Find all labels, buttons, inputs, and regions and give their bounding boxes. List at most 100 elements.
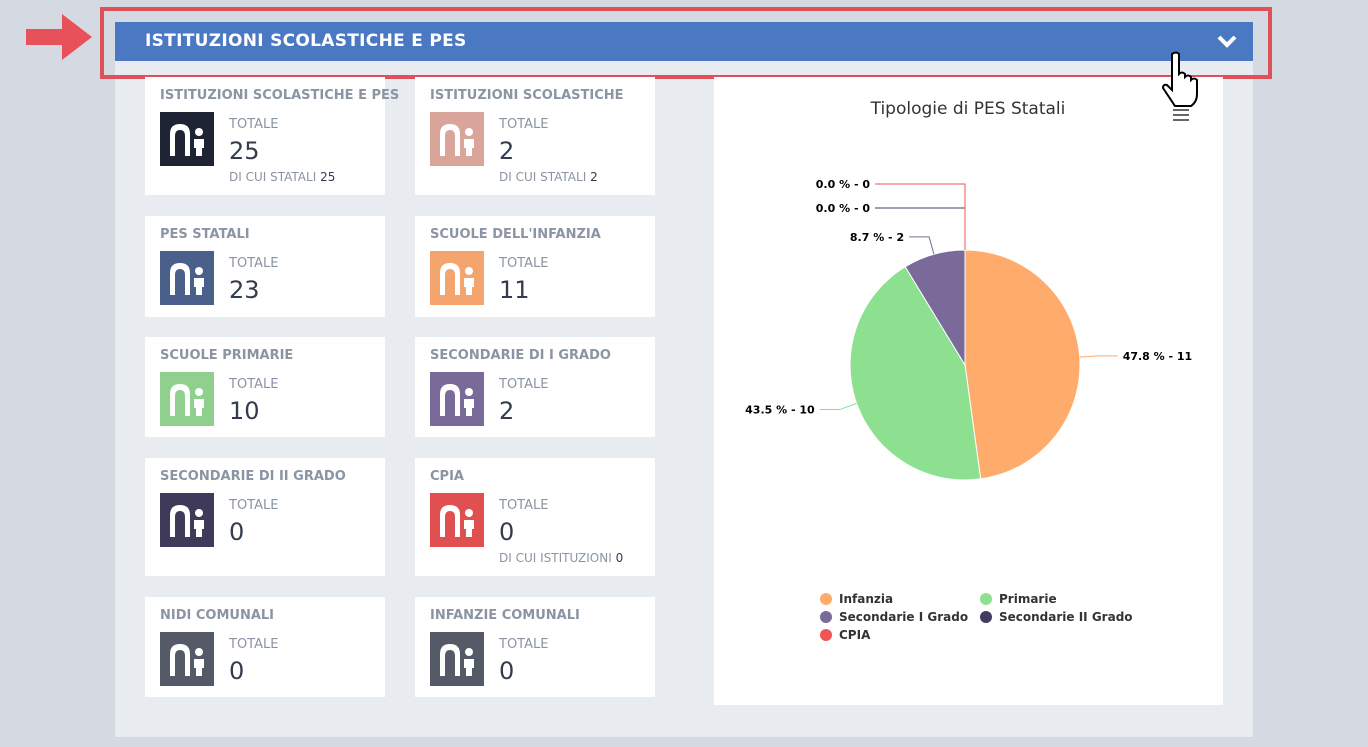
data-label: 43.5 % - 10 bbox=[745, 404, 815, 417]
card-title: SCUOLE PRIMARIE bbox=[160, 348, 294, 363]
total-value: 2 bbox=[499, 397, 515, 425]
card-icon bbox=[430, 493, 484, 547]
card-icon bbox=[160, 632, 214, 686]
icon-shape bbox=[195, 267, 203, 275]
legend-label: Secondarie I Grado bbox=[839, 610, 968, 624]
data-label: 0.0 % - 0 bbox=[816, 202, 871, 215]
icon-shape bbox=[440, 505, 460, 537]
total-label: TOTALE bbox=[229, 256, 279, 271]
total-value: 0 bbox=[229, 518, 245, 546]
total-value: 0 bbox=[499, 657, 515, 685]
chart-title: Tipologie di PES Statali bbox=[870, 99, 1066, 119]
stat-card: INFANZIE COMUNALI TOTALE 0 bbox=[415, 597, 655, 697]
icon-shape bbox=[194, 399, 204, 416]
total-value: 10 bbox=[229, 397, 260, 425]
stat-card: ISTITUZIONI SCOLASTICHE TOTALE 2 DI CUI STA… bbox=[415, 77, 655, 195]
legend-label: Primarie bbox=[999, 592, 1057, 606]
icon-shape bbox=[465, 509, 473, 517]
card-icon bbox=[430, 251, 484, 305]
leader-line bbox=[819, 403, 857, 411]
total-value: 2 bbox=[499, 137, 515, 165]
icon-shape bbox=[170, 644, 190, 676]
data-label: 0.0 % - 0 bbox=[816, 178, 871, 191]
card-title: SECONDARIE DI I GRADO bbox=[430, 348, 611, 363]
total-label: TOTALE bbox=[499, 256, 549, 271]
icon-shape bbox=[194, 520, 204, 537]
total-label: TOTALE bbox=[229, 377, 279, 392]
total-label: TOTALE bbox=[229, 117, 279, 132]
data-label: 47.8 % - 11 bbox=[1123, 350, 1193, 363]
cursor bbox=[1161, 51, 1198, 107]
icon-shape bbox=[194, 278, 204, 295]
icon-shape bbox=[170, 263, 190, 295]
chevron[interactable] bbox=[1217, 33, 1237, 49]
icon-shape bbox=[465, 648, 473, 656]
card-title: CPIA bbox=[430, 469, 464, 484]
card-title: ISTITUZIONI SCOLASTICHE E PES bbox=[160, 88, 400, 103]
icon-shape bbox=[195, 128, 203, 136]
legend-label: Secondarie II Grado bbox=[999, 610, 1133, 624]
card-icon bbox=[430, 112, 484, 166]
card-title: PES STATALI bbox=[160, 227, 250, 242]
stat-card: SCUOLE DELL'INFANZIA TOTALE 11 bbox=[415, 216, 655, 317]
legend-label: CPIA bbox=[839, 628, 871, 642]
icon-shape bbox=[195, 388, 203, 396]
card-icon bbox=[430, 632, 484, 686]
sub-value: 2 bbox=[590, 170, 598, 184]
icon-shape bbox=[194, 659, 204, 676]
total-value: 25 bbox=[229, 137, 260, 165]
legend-marker bbox=[820, 593, 832, 605]
card-icon bbox=[160, 112, 214, 166]
highlight-box bbox=[100, 7, 1272, 79]
sub-label: DI CUI STATALI bbox=[229, 170, 317, 184]
sub-line: DI CUI ISTITUZIONI 0 bbox=[499, 551, 623, 565]
stat-card: SCUOLE PRIMARIE TOTALE 10 bbox=[145, 337, 385, 437]
icon-shape bbox=[194, 139, 204, 156]
total-value: 23 bbox=[229, 276, 260, 304]
icon-shape bbox=[464, 659, 474, 676]
sub-value: 25 bbox=[320, 170, 336, 184]
icon-shape bbox=[170, 124, 190, 156]
stat-card: SECONDARIE DI I GRADO TOTALE 2 bbox=[415, 337, 655, 437]
total-label: TOTALE bbox=[229, 637, 279, 652]
card-icon bbox=[160, 493, 214, 547]
icon-shape bbox=[464, 399, 474, 416]
total-label: TOTALE bbox=[499, 117, 549, 132]
icon-shape bbox=[464, 520, 474, 537]
sub-line: DI CUI STATALI 25 bbox=[229, 170, 335, 184]
total-value: 0 bbox=[499, 518, 515, 546]
stat-card: PES STATALI TOTALE 23 bbox=[145, 216, 385, 317]
arrow bbox=[26, 14, 92, 60]
icon-shape bbox=[440, 384, 460, 416]
card-title: ISTITUZIONI SCOLASTICHE bbox=[430, 88, 624, 103]
stat-card: SECONDARIE DI II GRADO TOTALE 0 bbox=[145, 458, 385, 576]
icon-shape bbox=[195, 648, 203, 656]
section-header[interactable] bbox=[115, 22, 1253, 61]
icon-shape bbox=[440, 644, 460, 676]
icon-shape bbox=[464, 278, 474, 295]
card-title: SCUOLE DELL'INFANZIA bbox=[430, 227, 601, 242]
card-title: NIDI COMUNALI bbox=[160, 608, 275, 623]
icon-shape bbox=[464, 139, 474, 156]
icon-shape bbox=[465, 388, 473, 396]
total-label: TOTALE bbox=[499, 498, 549, 513]
leader-line bbox=[875, 183, 966, 250]
data-label: 8.7 % - 2 bbox=[850, 231, 904, 244]
card-icon bbox=[160, 372, 214, 426]
card-title: INFANZIE COMUNALI bbox=[430, 608, 580, 623]
leader-line bbox=[909, 236, 935, 255]
legend-label: Infanzia bbox=[839, 592, 893, 606]
card-icon bbox=[430, 372, 484, 426]
icon-shape bbox=[170, 384, 190, 416]
legend-marker bbox=[980, 611, 992, 623]
total-label: TOTALE bbox=[499, 637, 549, 652]
total-label: TOTALE bbox=[229, 498, 279, 513]
pie-slice bbox=[849, 266, 982, 481]
pie-slice bbox=[964, 249, 1081, 480]
sub-label: DI CUI STATALI bbox=[499, 170, 587, 184]
legend-marker bbox=[820, 629, 832, 641]
icon-shape bbox=[465, 128, 473, 136]
legend-marker bbox=[820, 611, 832, 623]
icon-shape bbox=[170, 505, 190, 537]
icon-shape bbox=[465, 267, 473, 275]
